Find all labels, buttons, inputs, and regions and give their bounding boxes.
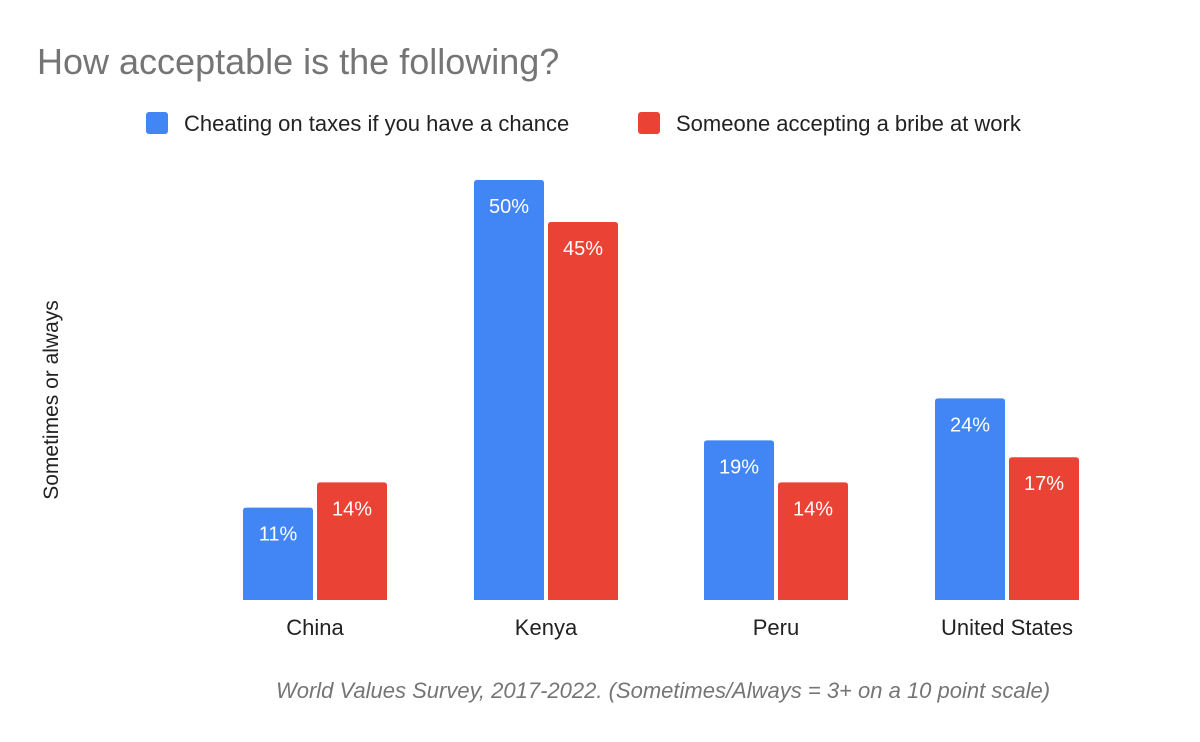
data-label-china-series-2: 14%	[332, 498, 372, 520]
data-label-peru-series-2: 14%	[793, 498, 833, 520]
bar-china-series-1	[243, 507, 313, 600]
bar-kenya-series-2	[548, 222, 618, 600]
x-tick-label-united-states: United States	[941, 615, 1073, 640]
bar-united-states-series-2	[1009, 457, 1079, 600]
legend-label-2: Someone accepting a bribe at work	[676, 111, 1022, 136]
x-tick-label-kenya: Kenya	[515, 615, 578, 640]
legend-swatch-1	[146, 112, 168, 134]
data-label-china-series-1: 11%	[259, 524, 298, 546]
data-labels-group: 11% 14% 50% 45% 19% 14% 24% 17%	[259, 196, 1065, 546]
x-tick-label-china: China	[286, 615, 344, 640]
bar-peru-series-1	[704, 440, 774, 600]
data-label-united-states-series-1: 24%	[950, 414, 990, 436]
bar-kenya-series-1	[474, 180, 544, 600]
bar-china-series-2	[317, 482, 387, 600]
data-label-kenya-series-2: 45%	[563, 238, 603, 260]
data-label-kenya-series-1: 50%	[489, 196, 529, 218]
x-tick-label-peru: Peru	[753, 615, 799, 640]
legend-swatch-2	[638, 112, 660, 134]
bar-united-states-series-1	[935, 398, 1005, 600]
legend-label-1: Cheating on taxes if you have a chance	[184, 111, 569, 136]
data-label-united-states-series-2: 17%	[1024, 473, 1064, 495]
chart-title: How acceptable is the following?	[37, 41, 559, 82]
data-label-peru-series-1: 19%	[719, 456, 759, 478]
bar-peru-series-2	[778, 482, 848, 600]
bars-group	[243, 180, 1079, 600]
source-note: World Values Survey, 2017-2022. (Sometim…	[276, 678, 1050, 703]
y-axis-label: Sometimes or always	[40, 300, 63, 500]
legend: Cheating on taxes if you have a chance So…	[146, 111, 1022, 136]
x-axis-ticks: China Kenya Peru United States	[286, 615, 1073, 640]
